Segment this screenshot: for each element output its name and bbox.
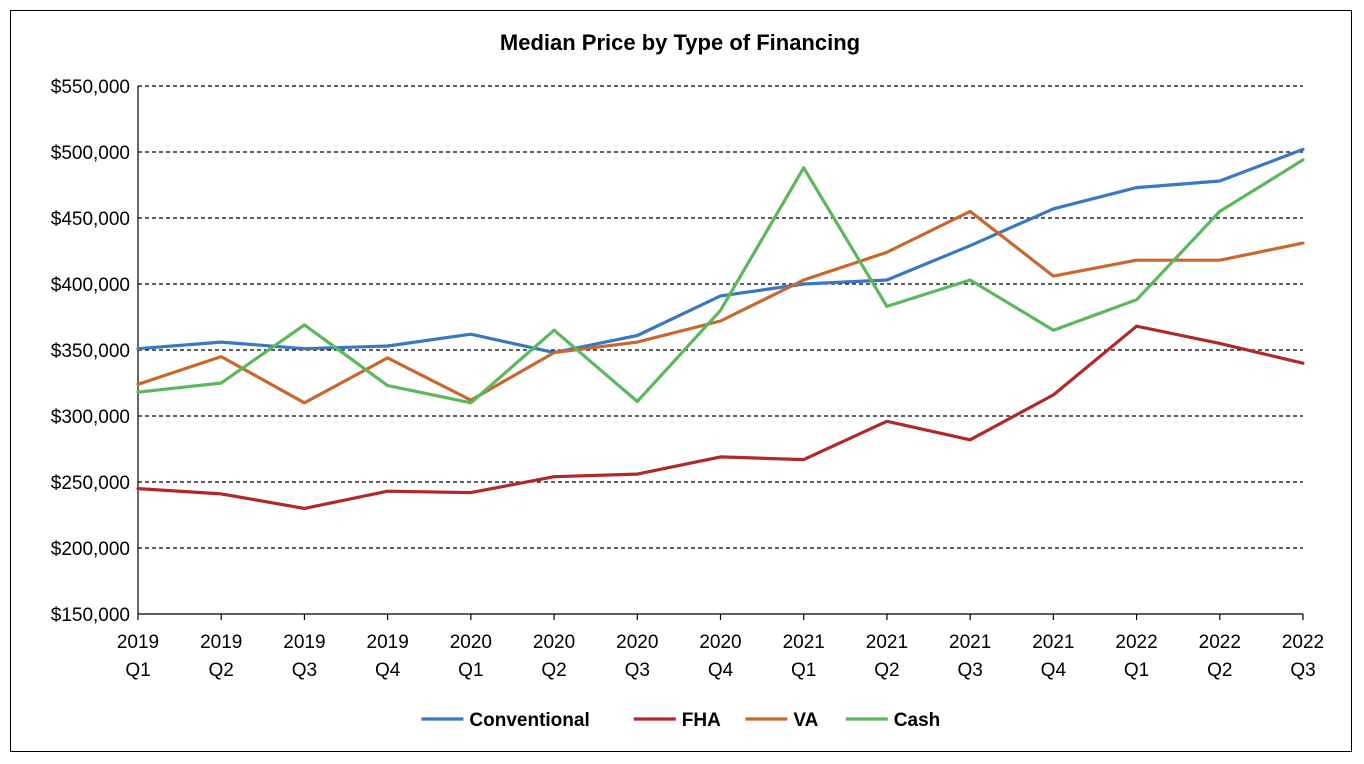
legend-item-fha: FHA xyxy=(633,710,721,731)
y-tick-label: $150,000 xyxy=(51,605,130,626)
series-line-va xyxy=(136,209,1305,405)
x-tick-label: 2020 Q4 xyxy=(699,632,741,681)
legend-label: Cash xyxy=(894,710,940,731)
legend: Conventional FHA VA Cash xyxy=(421,710,940,731)
x-tick-label: 2021 Q3 xyxy=(949,632,991,681)
y-tick-label: $300,000 xyxy=(51,407,130,428)
x-tick-label: 2022 Q3 xyxy=(1282,632,1324,681)
y-tick-label: $400,000 xyxy=(51,275,130,296)
y-tick-label: $450,000 xyxy=(51,209,130,230)
legend-item-conventional: Conventional xyxy=(421,710,590,731)
x-tick-label: 2022 Q1 xyxy=(1115,632,1157,681)
series-lines xyxy=(136,147,1305,510)
legend-label: Conventional xyxy=(469,710,589,731)
y-tick-label: $250,000 xyxy=(51,473,130,494)
x-tick-label: 2021 Q1 xyxy=(783,632,825,681)
chart-frame xyxy=(10,10,1352,752)
y-tick-label: $200,000 xyxy=(51,539,130,560)
gridlines xyxy=(137,85,1303,615)
y-tick-label: $500,000 xyxy=(51,143,130,164)
x-tick-label: 2021 Q4 xyxy=(1032,632,1074,681)
y-tick-label: $550,000 xyxy=(51,77,130,98)
legend-item-cash: Cash xyxy=(845,710,940,731)
x-tick-label: 2019 Q3 xyxy=(283,632,325,681)
series-line-cash xyxy=(136,158,1305,405)
x-tick-label: 2019 Q1 xyxy=(117,632,159,681)
chart-title: Median Price by Type of Financing xyxy=(500,30,860,55)
x-tick-label: 2020 Q3 xyxy=(616,632,658,681)
y-axis-ticks: $150,000 $200,000 $250,000 $300,000 $350,000… xyxy=(51,77,130,626)
legend-item-va: VA xyxy=(745,710,819,731)
series-line-fha xyxy=(136,324,1305,510)
x-tick-label: 2021 Q2 xyxy=(866,632,908,681)
legend-label: FHA xyxy=(682,710,721,731)
x-tick-label: 2020 Q2 xyxy=(533,632,575,681)
series-line-conventional xyxy=(136,147,1305,355)
x-tick-label: 2019 Q4 xyxy=(367,632,409,681)
x-tick-label: 2020 Q1 xyxy=(450,632,492,681)
x-axis-ticks: 2019 Q1 2019 Q2 2019 Q3 2019 Q4 2020 Q1 2020 Q2 2020… xyxy=(117,614,1324,681)
legend-label: VA xyxy=(793,710,818,731)
x-tick-label: 2022 Q2 xyxy=(1199,632,1241,681)
x-tick-label: 2019 Q2 xyxy=(200,632,242,681)
y-tick-label: $350,000 xyxy=(51,341,130,362)
